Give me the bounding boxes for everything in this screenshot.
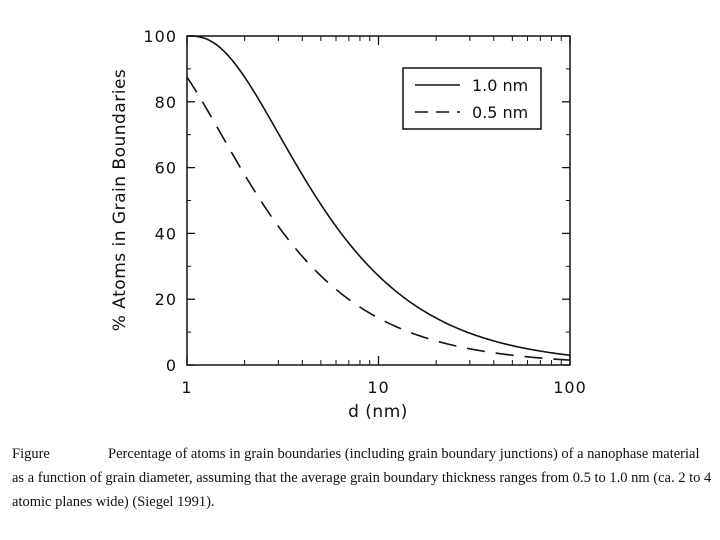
y-tick-label: 80 <box>155 93 177 112</box>
legend-box <box>402 67 542 130</box>
legend-label-1nm: 1.0 nm <box>472 76 528 95</box>
caption-label: Figure <box>12 446 50 462</box>
legend-label-05nm: 0.5 nm <box>472 103 528 122</box>
figure-caption: Figure Percentage of atoms in grain bound… <box>12 442 712 514</box>
y-tick-label: 100 <box>143 27 177 46</box>
chart: 0 20 40 60 80 100 1 10 100 d (nm) % Atoms in Gra… <box>110 27 587 422</box>
series-line-dashed <box>186 76 571 361</box>
x-tick-label: 10 <box>367 378 389 397</box>
y-axis-title: % Atoms in Grain Boundaries <box>110 69 130 332</box>
series-lines <box>186 35 571 361</box>
axis-ticks: 0 20 40 60 80 100 1 10 100 <box>143 27 587 397</box>
caption-text: Percentage of atoms in grain boundaries … <box>12 446 712 510</box>
y-tick-label: 60 <box>155 159 177 178</box>
y-tick-label: 20 <box>155 290 177 309</box>
x-tick-label: 100 <box>553 378 587 397</box>
x-axis-title: d (nm) <box>348 402 408 422</box>
y-tick-label: 0 <box>166 356 177 375</box>
x-tick-label: 1 <box>181 378 192 397</box>
y-tick-label: 40 <box>155 224 177 243</box>
legend: 1.0 nm 0.5 nm <box>402 67 542 130</box>
series-line-solid <box>187 35 571 357</box>
